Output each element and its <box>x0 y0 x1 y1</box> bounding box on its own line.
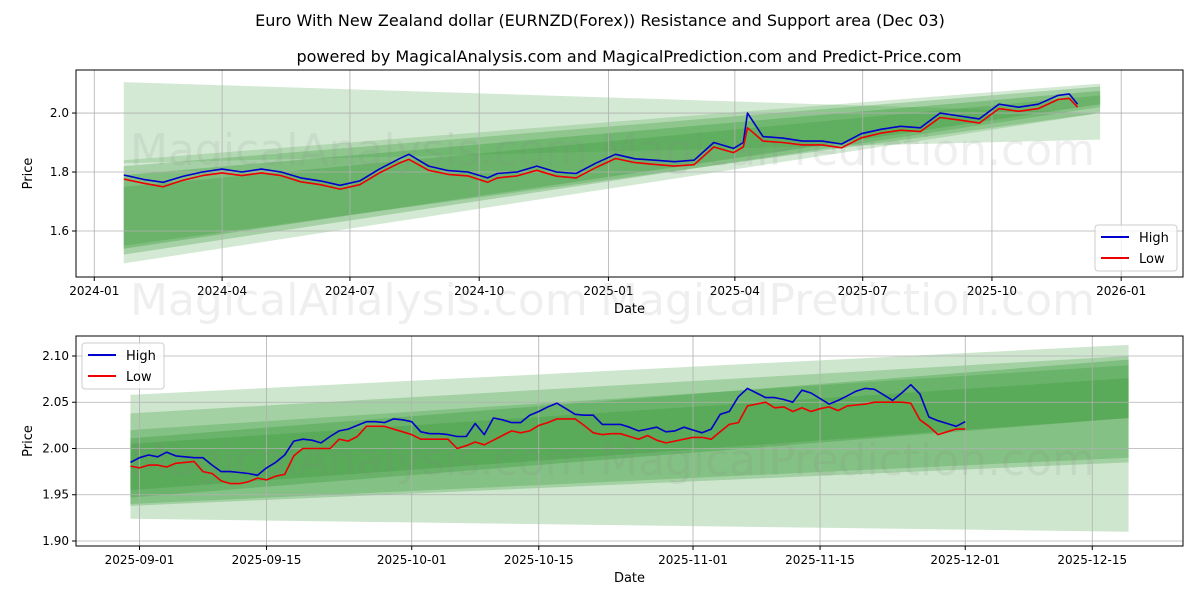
bottom-chart: 2025-09-01 2025-09-15 2025-10-01 2025-10-15… <box>21 335 1184 586</box>
support-resistance-band <box>123 83 1101 264</box>
legend-label-high: High <box>126 349 156 364</box>
watermark: MagicalAnalysis.com <box>130 125 588 176</box>
x-tick-label: 2026-01 <box>1096 284 1146 298</box>
support-resistance-band <box>123 90 1101 249</box>
y-tick-label: 2.05 <box>42 395 69 409</box>
series-line-low <box>130 401 966 485</box>
y-tick-label: 1.90 <box>42 534 69 548</box>
series-line-high <box>123 93 1079 187</box>
x-tick-label: 2025-10-01 <box>377 553 447 567</box>
x-tick-label: 2025-10 <box>967 284 1017 298</box>
x-tick-label: 2025-11-15 <box>785 553 855 567</box>
y-tick-label: 2.10 <box>42 349 69 363</box>
watermark: MagicalPrediction.com <box>600 435 1095 486</box>
y-tick-label: 2.00 <box>42 441 69 455</box>
x-tick-label: 2025-04 <box>710 284 760 298</box>
series-line-low <box>123 97 1079 190</box>
x-tick-label: 2024-04 <box>197 284 247 298</box>
x-tick-label: 2025-07 <box>838 284 888 298</box>
top-chart: 2024-01 2024-04 2024-07 2024-10 2025-01 2025-… <box>21 69 1184 326</box>
x-tick-label: 2025-09-01 <box>105 553 175 567</box>
legend: High Low <box>81 342 165 390</box>
x-tick-label: 2025-09-15 <box>232 553 302 567</box>
y-axis-label: Price <box>21 425 36 457</box>
x-tick-label: 2024-07 <box>325 284 375 298</box>
watermark: MagicalPrediction.com <box>600 275 1095 326</box>
watermark: MagicalAnalysis.com <box>130 435 588 486</box>
y-tick-label: 1.6 <box>50 224 69 238</box>
legend-label-low: Low <box>1139 252 1165 267</box>
support-resistance-band <box>130 378 1129 491</box>
support-resistance-band <box>130 365 1129 504</box>
support-resistance-band <box>130 359 1129 498</box>
chart-subtitle: powered by MagicalAnalysis.com and Magic… <box>296 47 961 66</box>
x-tick-label: 2025-10-15 <box>504 553 574 567</box>
support-resistance-band <box>123 86 1101 255</box>
chart-title: Euro With New Zealand dollar (EURNZD(For… <box>255 11 945 30</box>
y-tick-label: 1.8 <box>50 165 69 179</box>
legend: High Low <box>1094 224 1178 272</box>
support-resistance-band <box>130 355 1129 506</box>
y-tick-label: 1.95 <box>42 488 69 502</box>
series-line-high <box>130 383 966 477</box>
x-tick-label: 2024-01 <box>69 284 119 298</box>
x-tick-label: 2025-11-01 <box>658 553 728 567</box>
plot-frame <box>75 335 1184 547</box>
watermark: MagicalPrediction.com <box>600 125 1095 176</box>
x-tick-label: 2024-10 <box>454 284 504 298</box>
plot-frame <box>75 69 1184 278</box>
y-axis-label: Price <box>21 158 36 190</box>
legend-label-high: High <box>1139 231 1169 246</box>
support-resistance-band <box>123 82 1101 164</box>
x-tick-label: 2025-12-01 <box>930 553 1000 567</box>
x-axis-label: Date <box>614 571 645 586</box>
x-axis-label: Date <box>614 302 645 317</box>
y-tick-label: 2.0 <box>50 106 69 120</box>
x-tick-label: 2025-12-15 <box>1057 553 1127 567</box>
support-resistance-band <box>123 95 1101 246</box>
x-tick-label: 2025-01 <box>583 284 633 298</box>
legend-label-low: Low <box>126 370 152 385</box>
watermark: MagicalAnalysis.com <box>130 275 588 326</box>
